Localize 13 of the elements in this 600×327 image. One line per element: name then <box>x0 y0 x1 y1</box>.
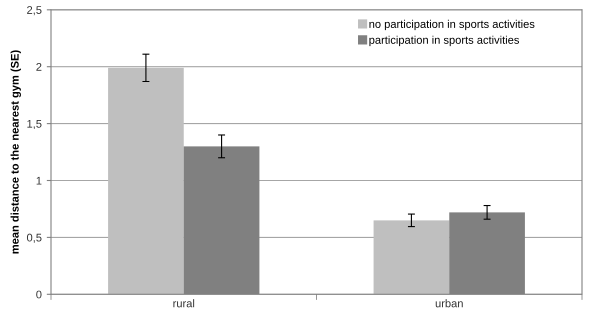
y-tick-label: 2,5 <box>27 6 42 16</box>
y-axis-title: mean distance to the nearest gym (SE) <box>10 50 21 254</box>
y-tick-label: 1,5 <box>27 120 42 130</box>
y-tick-label: 2 <box>36 62 42 71</box>
x-tick-label: urban <box>436 299 463 308</box>
y-tick-label: 1 <box>36 176 42 185</box>
legend-label: no participation in sports activities <box>369 20 534 30</box>
bar <box>108 68 184 294</box>
y-tick-label: 0,5 <box>26 234 42 243</box>
bar <box>374 220 450 294</box>
y-tick-label: 0 <box>36 290 42 298</box>
x-tick-label: rural <box>173 299 194 308</box>
legend-label: participation in sports activities <box>369 36 519 46</box>
